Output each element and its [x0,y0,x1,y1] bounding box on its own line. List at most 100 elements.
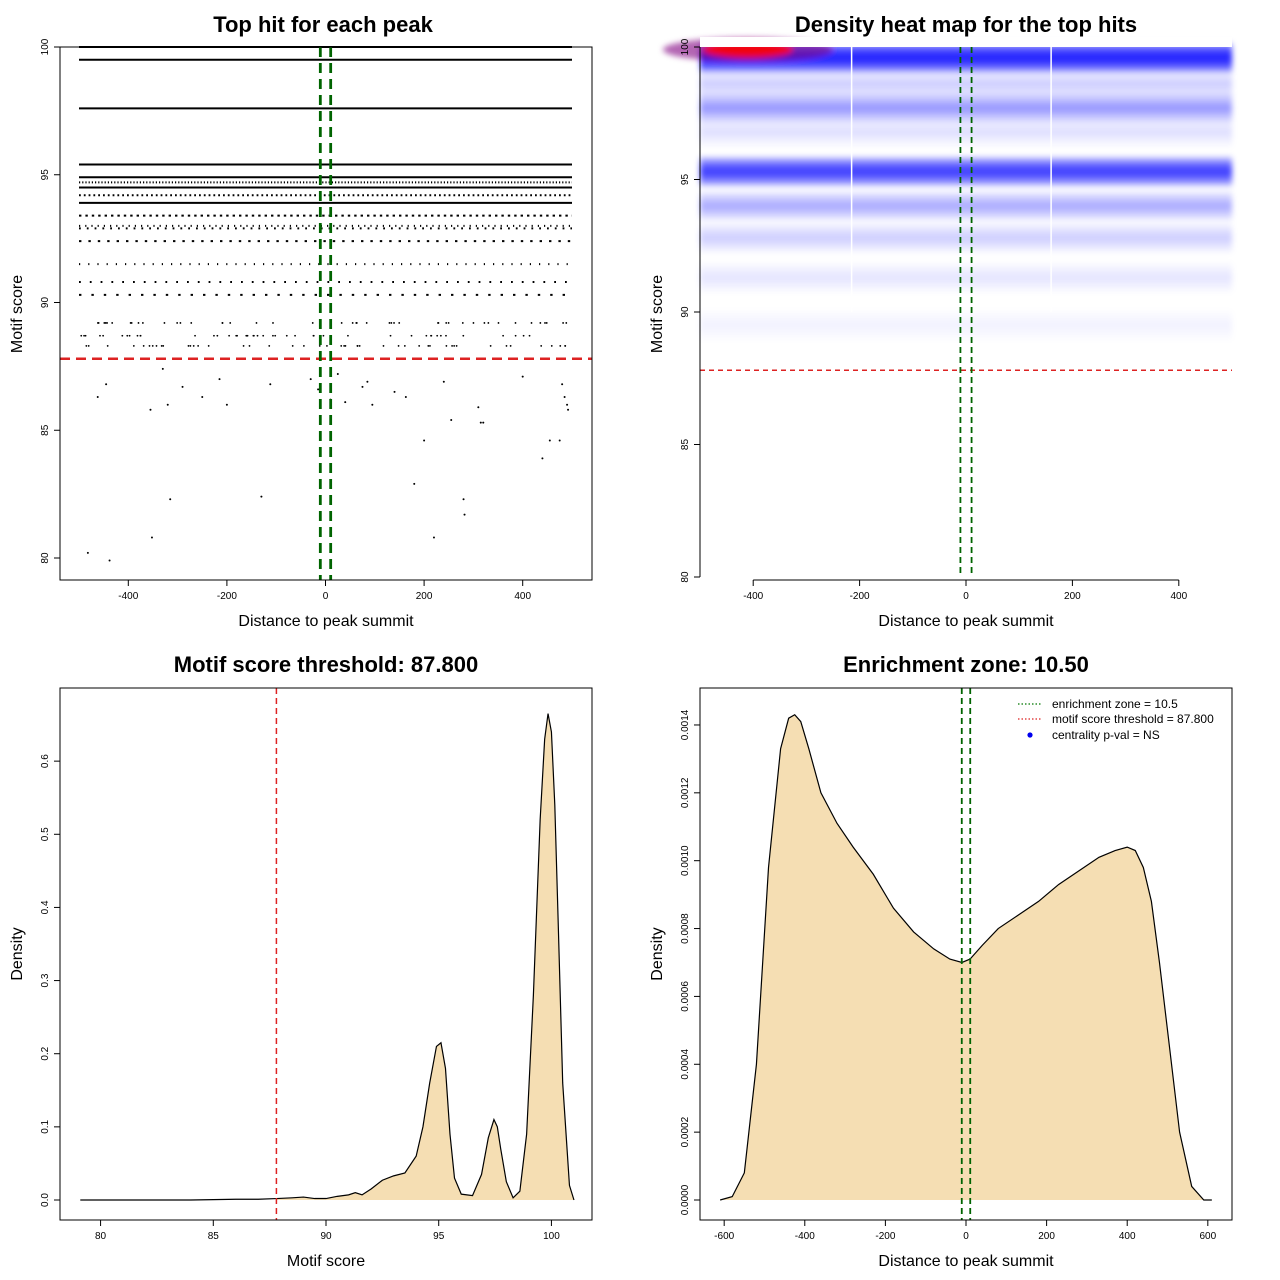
data-point [189,345,192,347]
data-point [445,334,447,337]
data-point [388,322,391,324]
scatter-points [79,46,572,562]
data-point [197,345,200,347]
score-density-title: Motif score threshold: 87.800 [174,652,478,677]
data-point [559,345,562,347]
data-point [83,334,85,337]
data-point [548,439,551,442]
data-point [106,345,109,347]
data-point [96,322,99,324]
x-tick-label: -200 [850,591,870,602]
data-point [340,345,343,347]
data-point [225,403,228,406]
data-point [312,334,315,337]
data-point [326,345,328,347]
data-point [272,334,274,337]
x-tick-label: 85 [208,1231,220,1242]
y-tick-label: 0.0004 [680,1049,691,1080]
heatmap-band [700,323,1232,328]
plot-frame [59,46,593,581]
y-tick-label: 0.6 [40,754,51,768]
x-tick-label: 0 [963,1231,969,1242]
heatmap-band [700,275,1232,280]
data-point [262,334,265,337]
data-point [413,482,416,485]
data-point [336,373,339,376]
data-point [393,390,396,393]
x-tick-label: 95 [433,1231,445,1242]
data-point [104,322,107,324]
x-tick-label: -400 [743,591,763,602]
x-tick-label: 400 [1119,1231,1136,1242]
data-point [347,334,349,337]
data-point [540,345,543,347]
distance-density-plot-area: -600 -400 -200 0 200 400 600 0.0000 0.0002 0.0004… [680,687,1233,1242]
y-tick-label: 90 [40,297,51,309]
data-point [256,334,259,337]
y-tick-label: 0.4 [40,900,51,914]
data-point [105,383,108,386]
y-tick-label: 0.0010 [680,845,691,876]
data-point [86,551,89,554]
data-point [274,334,277,337]
heatmap-top-mask [700,37,1232,47]
data-point [228,334,231,337]
data-point [207,345,210,347]
data-point [155,345,158,347]
heatmap-background [700,47,1232,577]
data-point [160,345,163,347]
data-point [111,322,114,324]
data-point [403,345,406,347]
scatter-panel: Top hit for each peak Distance to peak s… [9,12,593,630]
score-density-panel: Motif score threshold: 87.800 Motif scor… [9,652,593,1270]
data-point [150,536,153,539]
data-point [539,322,542,324]
data-point [439,334,442,337]
data-point [483,322,486,324]
data-point [365,322,368,324]
x-tick-label: -600 [714,1231,734,1242]
density-curve [80,713,575,1201]
x-tick-label: 400 [1170,591,1187,602]
x-tick-label: -400 [795,1231,815,1242]
data-point [355,322,358,324]
y-tick-label: 90 [680,306,691,318]
y-tick-label: 0.0012 [680,777,691,808]
data-point [246,334,248,337]
data-point [187,345,190,347]
data-point [564,345,566,347]
data-point [99,334,101,337]
data-point [482,421,485,424]
data-point [371,403,374,406]
data-point [252,334,255,337]
x-tick-label: -400 [118,591,138,602]
data-point [108,559,111,562]
y-tick-label: 95 [680,174,691,186]
x-tick-label: 600 [1199,1231,1216,1242]
data-point [521,375,524,378]
heatmap-band [700,203,1232,209]
data-point [489,345,492,347]
data-point [505,345,508,347]
data-point [294,334,296,337]
legend-label-zone: enrichment zone = 10.5 [1052,697,1178,711]
heatmap-panel: Density heat map for the top hits Distan… [649,12,1232,630]
data-point [166,403,169,406]
data-point [425,334,428,337]
data-point [565,322,568,324]
data-point [562,322,564,324]
data-point [393,322,395,324]
data-point [390,322,393,324]
data-point [272,322,274,324]
y-tick-label: 95 [40,169,51,181]
data-point [418,345,421,347]
heatmap-y-label: Motif score [649,275,666,353]
y-tick-label: 0.3 [40,973,51,987]
data-point [126,334,129,337]
data-point [163,322,166,324]
data-point [429,345,431,347]
plot-background [60,47,592,580]
data-point [567,408,570,411]
heatmap-band [700,105,1232,111]
y-tick-label: 0.0002 [680,1116,691,1147]
